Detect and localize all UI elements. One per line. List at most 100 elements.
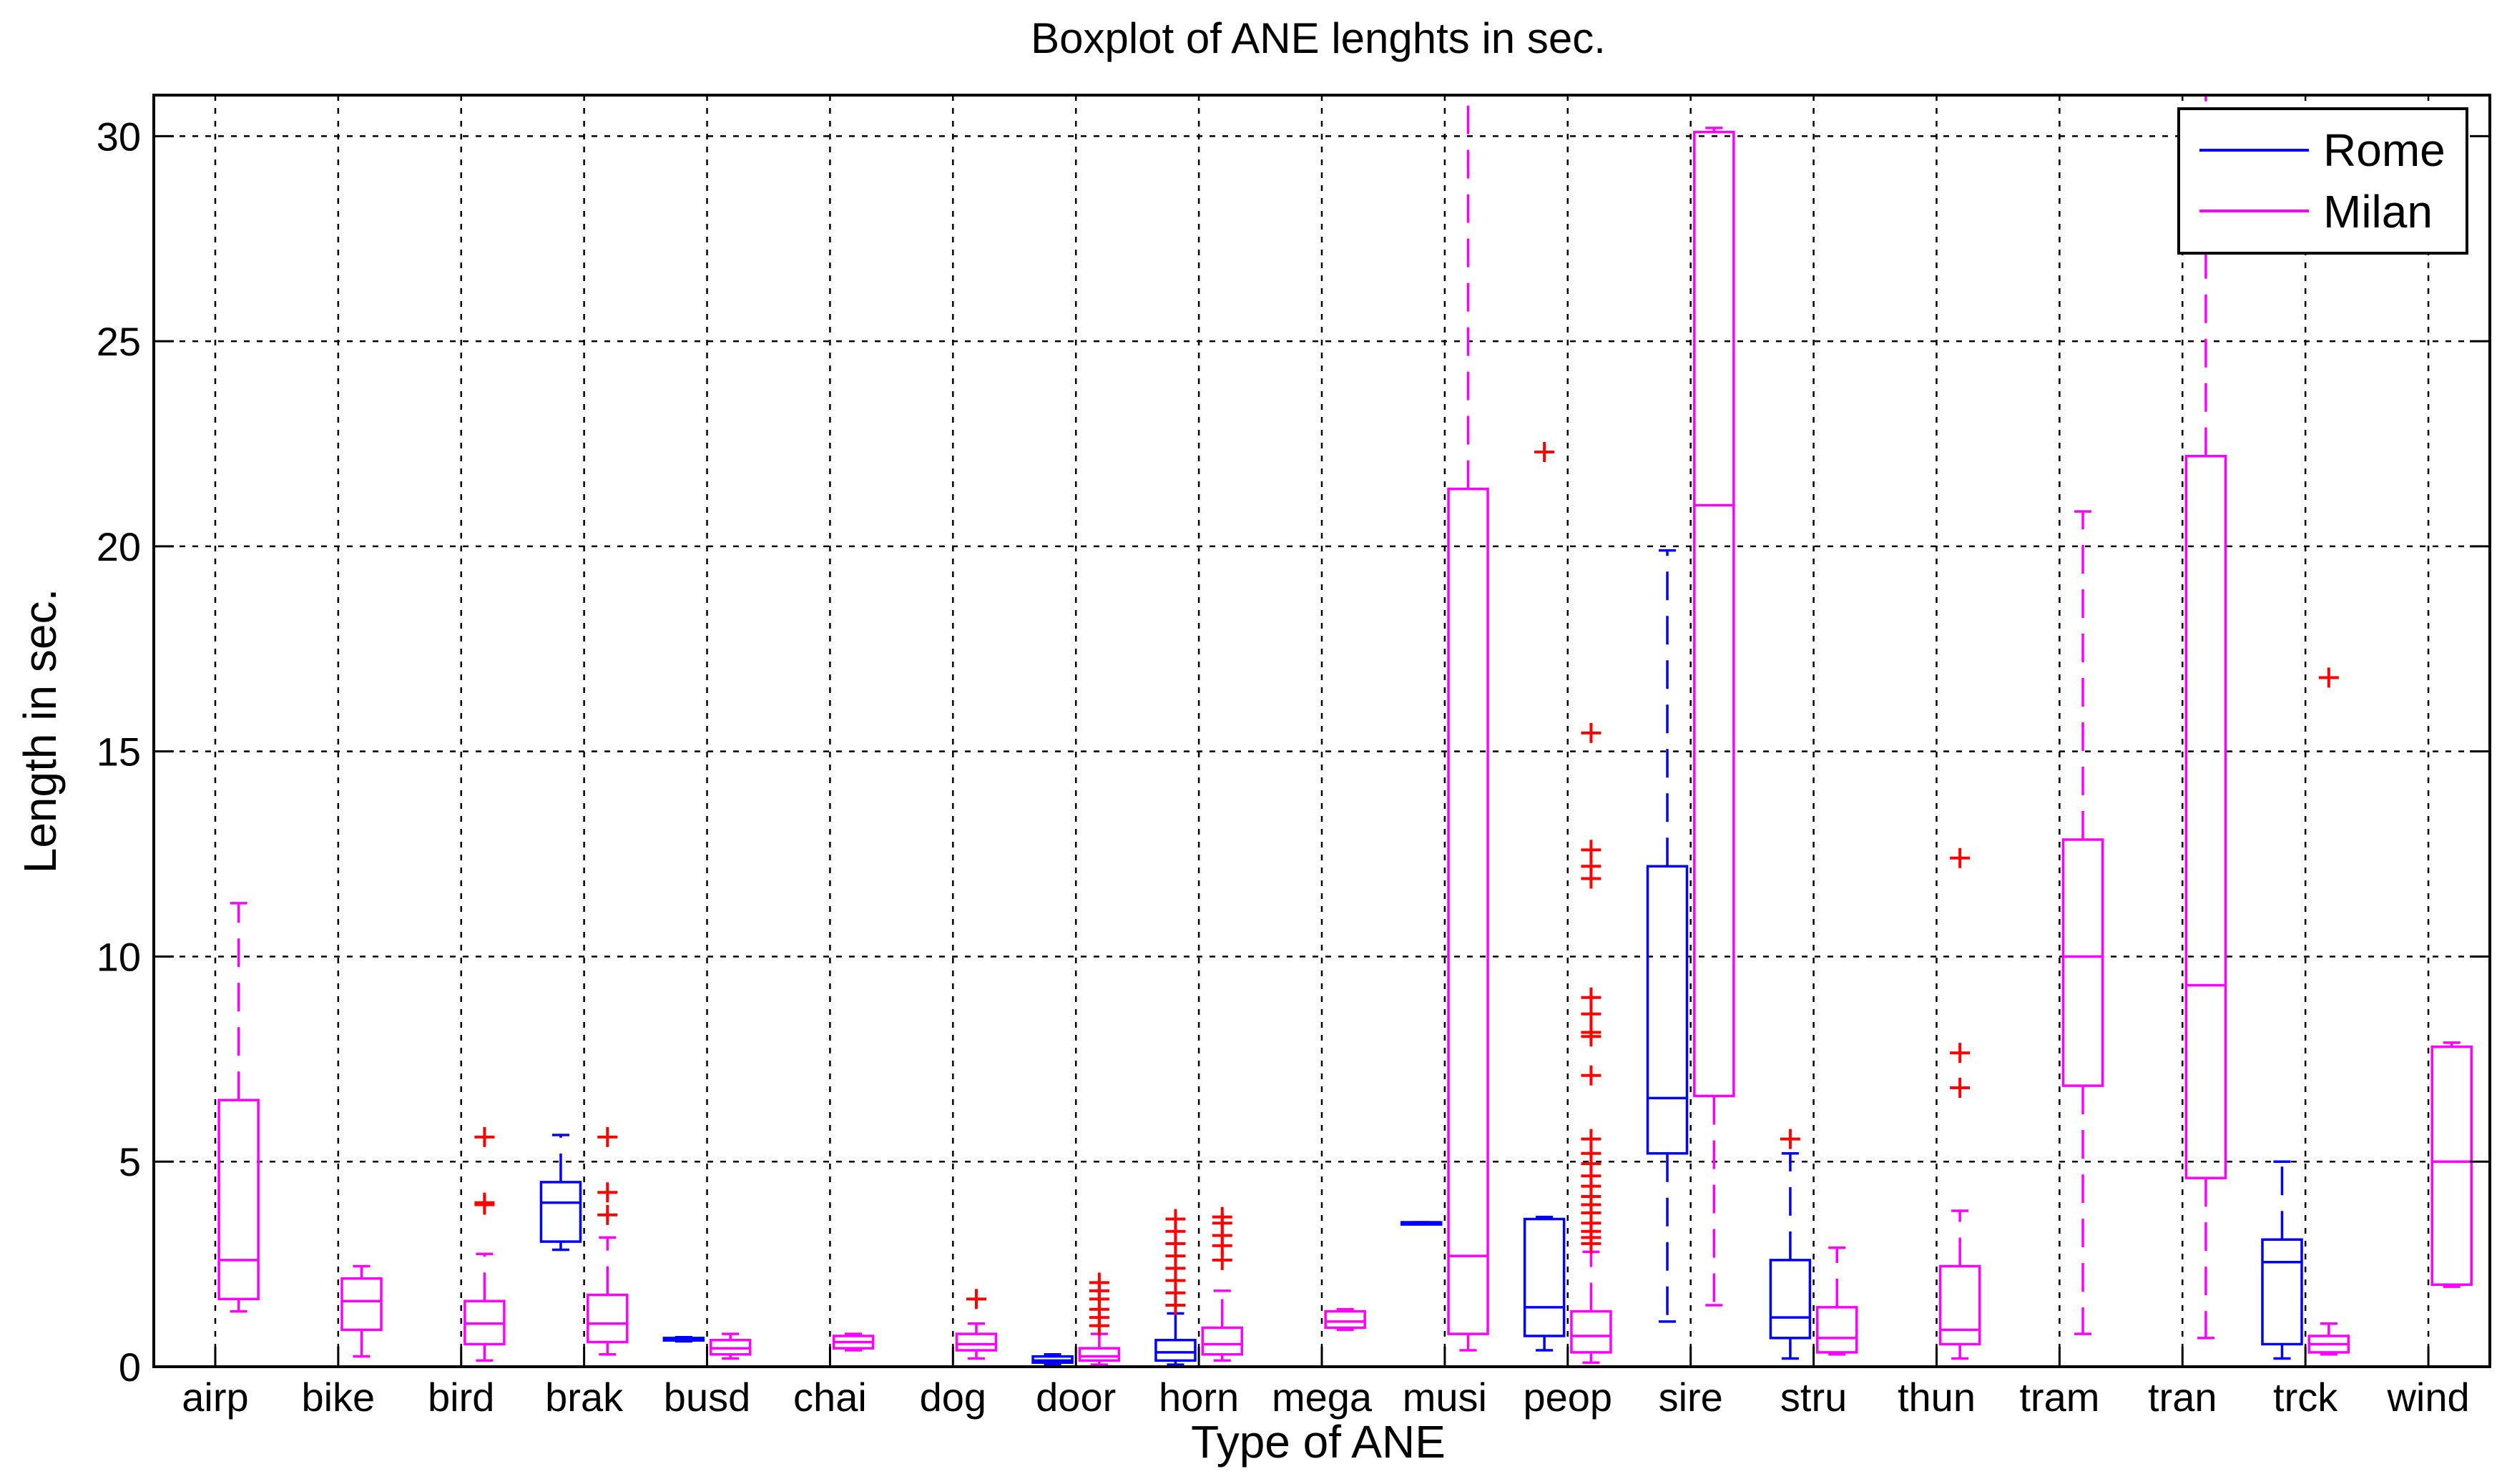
y-tick-label: 15 [97,729,141,775]
outlier-marker [1089,1272,1109,1293]
outlier-marker [1950,1077,1971,1098]
iqr-box [1201,1326,1244,1356]
box-milan-chai [832,1332,875,1352]
box-rome-sire [1646,549,1689,1323]
x-axis-label: Type of ANE [1191,1416,1446,1468]
iqr-box [1570,1309,1612,1354]
x-tick-label-airp: airp [182,1375,248,1420]
y-tick-label: 10 [97,934,141,979]
box-milan-bike [340,1264,383,1358]
outlier-marker [474,1126,495,1147]
iqr-box [2061,838,2104,1087]
outlier-marker [2318,667,2339,688]
box-milan-peop [1570,722,1612,1365]
box-milan-busd [709,1332,752,1360]
y-tick-label: 25 [97,319,141,364]
x-tick-label-bike: bike [301,1375,375,1420]
plot-area [217,94,2473,1366]
legend-box [2177,107,2468,255]
box-rome-door [1031,1353,1074,1366]
iqr-box [2184,454,2227,1179]
box-milan-tram [2061,510,2104,1335]
x-tick-label-brak: brak [545,1375,624,1420]
iqr-box [1693,130,1735,1098]
x-tick-label-chai: chai [793,1375,867,1420]
outlier-marker [597,1182,618,1203]
iqr-box [1447,487,1489,1335]
y-axis-ticks: 0 5 10 15 20 25 30 [97,114,2490,1390]
iqr-box [1324,1309,1366,1330]
outlier-marker [1581,1129,1601,1149]
box-milan-mega [1324,1307,1366,1332]
outlier-marker [1581,722,1601,743]
box-milan-sire [1693,127,1735,1307]
y-tick-label: 20 [97,524,141,569]
x-tick-label-thun: thun [1898,1375,1976,1420]
outlier-marker [1534,441,1555,462]
iqr-box [1646,865,1689,1155]
legend-label-rome: Rome [2323,124,2446,176]
x-tick-label-stru: stru [1780,1375,1847,1420]
iqr-box [1078,1347,1121,1362]
box-rome-brak [539,1134,582,1252]
x-tick-label-wind: wind [2386,1375,2469,1420]
iqr-box [1154,1338,1197,1362]
outlier-marker [1581,1065,1601,1086]
box-milan-horn [1201,1207,1244,1362]
iqr-box [1523,1217,1566,1337]
box-milan-brak [587,1126,629,1356]
outlier-marker [1581,987,1601,1008]
x-tick-label-mega: mega [1272,1375,1373,1420]
outlier-marker [1581,840,1601,860]
box-rome-busd [662,1335,705,1343]
x-tick-label-peop: peop [1524,1375,1613,1420]
x-tick-label-tran: tran [2148,1375,2217,1420]
box-milan-wind [2430,1041,2473,1288]
outlier-marker [597,1126,618,1147]
iqr-box [539,1181,582,1243]
box-rome-musi [1400,1221,1443,1226]
chart-title: Boxplot of ANE lenghts in sec. [1031,14,1606,62]
outlier-marker [966,1289,986,1309]
y-tick-label: 30 [97,114,141,159]
iqr-box [2430,1045,2473,1287]
iqr-box [1938,1264,1981,1346]
x-tick-label-busd: busd [664,1375,750,1420]
box-milan-airp [217,902,260,1313]
iqr-box [587,1293,629,1344]
x-tick-label-horn: horn [1159,1375,1239,1420]
iqr-box [340,1277,383,1332]
outlier-marker [1780,1129,1800,1149]
iqr-box [1815,1306,1858,1354]
outlier-marker [1212,1207,1232,1227]
box-milan-bird [463,1126,506,1362]
iqr-box [217,1099,260,1301]
legend-label-milan: Milan [2323,186,2433,237]
y-tick-label: 5 [119,1139,141,1184]
y-tick-label: 0 [119,1345,141,1390]
iqr-box [2261,1238,2303,1346]
box-rome-horn [1154,1209,1197,1366]
box-milan-stru [1815,1246,1858,1356]
outlier-marker [474,1192,495,1213]
y-axis-label: Length in sec. [14,589,66,874]
box-milan-door [1078,1272,1121,1366]
box-milan-trck [2307,667,2350,1356]
box-rome-peop [1523,441,1566,1352]
x-tick-label-bird: bird [428,1375,494,1420]
x-tick-label-door: door [1036,1375,1116,1420]
x-tick-label-sire: sire [1659,1375,1723,1420]
outlier-marker [1165,1209,1186,1229]
grid-lines [154,95,2490,1367]
x-tick-label-musi: musi [1403,1375,1487,1420]
box-milan-dog [955,1289,998,1360]
box-rome-stru [1769,1129,1812,1360]
x-tick-label-trck: trck [2273,1375,2338,1420]
x-axis-ticks: airp bike bird brak busd chai dog door horn mega m… [182,1347,2470,1420]
iqr-box [955,1332,998,1352]
box-rome-trck [2261,1160,2303,1360]
x-tick-label-dog: dog [920,1375,986,1420]
x-tick-label-tram: tram [2019,1375,2099,1420]
